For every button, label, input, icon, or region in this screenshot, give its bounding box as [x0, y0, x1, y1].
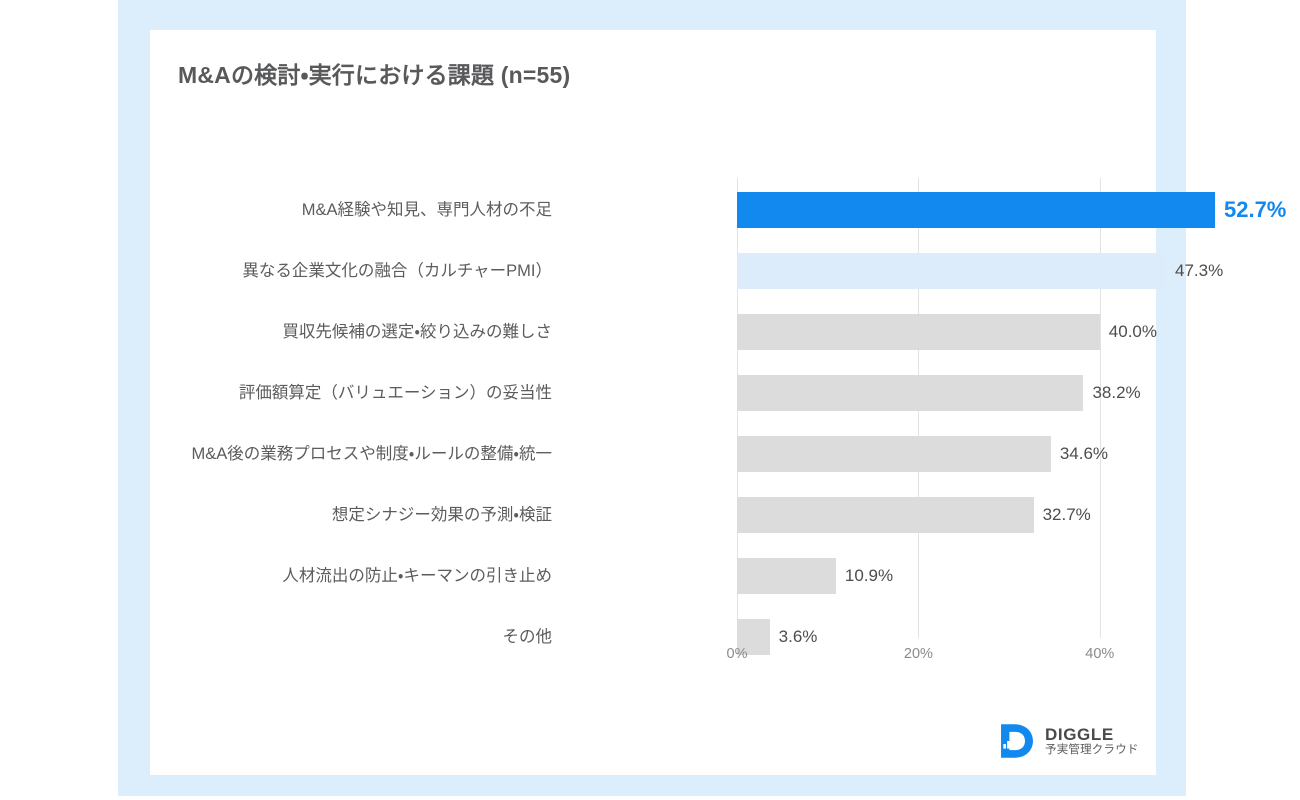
- bar-value-label: 3.6%: [778, 627, 818, 646]
- chart-bars-group: M&A経験や知見、専門人材の不足 52.7% 異なる企業文化の融合（カルチャーPMI…: [150, 148, 1286, 668]
- bar-value-label: 10.9%: [844, 566, 894, 585]
- bar-value-label: 32.7%: [1042, 505, 1091, 524]
- category-label: 買収先候補の選定・絞り込みの難しさ: [282, 323, 552, 341]
- bar-value-label: 38.2%: [1092, 383, 1141, 402]
- bar: [737, 192, 1215, 228]
- x-tick-label: 20%: [903, 646, 933, 662]
- bar: [737, 314, 1100, 350]
- bar: [737, 558, 836, 594]
- bar-row: 人材流出の防止・キーマンの引き止め 10.9%: [150, 558, 1156, 594]
- chart-card: M&Aの検討・実行における課題 (n=55) M&A経験や知見、専門人材の不足 5…: [150, 30, 1286, 775]
- diggle-tagline: 予実管理クラウド: [1045, 744, 1139, 757]
- category-label: 評価額算定（バリュエーション）の妥当性: [238, 384, 552, 402]
- diggle-d-bars-logo-icon: [998, 722, 1036, 760]
- bar-row: 異なる企業文化の融合（カルチャーPMI） 47.3%: [150, 253, 1223, 289]
- x-tick-label: 0%: [726, 646, 748, 662]
- bar: [737, 375, 1084, 411]
- category-label: M&A経験や知見、専門人材の不足: [301, 201, 552, 219]
- bar-row: M&A経験や知見、専門人材の不足 52.7%: [150, 192, 1286, 228]
- gridline-40pct: [1099, 178, 1101, 638]
- x-axis-tick-labels: 0% 20% 40%: [150, 646, 1156, 670]
- category-label: その他: [502, 628, 553, 646]
- bar-value-label: 34.6%: [1059, 444, 1109, 463]
- bar-row: M&A後の業務プロセスや制度・ルールの整備・統一 34.6%: [150, 436, 1156, 472]
- category-label: 人材流出の防止・キーマンの引き止め: [282, 567, 552, 585]
- bar-row: その他 3.6%: [150, 619, 1156, 655]
- bar: [737, 253, 1166, 289]
- bar-row: 買収先候補の選定・絞り込みの難しさ 40.0%: [150, 314, 1157, 350]
- bar-row: 想定シナジー効果の予測・検証 32.7%: [150, 497, 1156, 533]
- category-label: 想定シナジー効果の予測・検証: [331, 506, 552, 524]
- bar-value-label: 52.7%: [1223, 197, 1287, 222]
- diggle-logo-text: DIGGLE 予実管理クラウド: [1045, 725, 1139, 757]
- diggle-wordmark: DIGGLE: [1045, 725, 1114, 745]
- bar: [737, 619, 770, 655]
- bar-value-label: 47.3%: [1175, 261, 1224, 280]
- diggle-logo: DIGGLE 予実管理クラウド: [998, 718, 1148, 764]
- chart-title: M&Aの検討・実行における課題 (n=55): [178, 62, 571, 88]
- bar: [737, 436, 1051, 472]
- bar-value-label: 40.0%: [1108, 322, 1157, 341]
- bar-row: 評価額算定（バリュエーション）の妥当性 38.2%: [150, 375, 1156, 411]
- chart-plot-area: M&A経験や知見、専門人材の不足 52.7% 異なる企業文化の融合（カルチャーPMI…: [150, 148, 1286, 670]
- category-label: 異なる企業文化の融合（カルチャーPMI）: [242, 262, 552, 280]
- category-label: M&A後の業務プロセスや制度・ルールの整備・統一: [191, 445, 552, 463]
- bar: [737, 497, 1034, 533]
- x-tick-label: 40%: [1085, 646, 1115, 662]
